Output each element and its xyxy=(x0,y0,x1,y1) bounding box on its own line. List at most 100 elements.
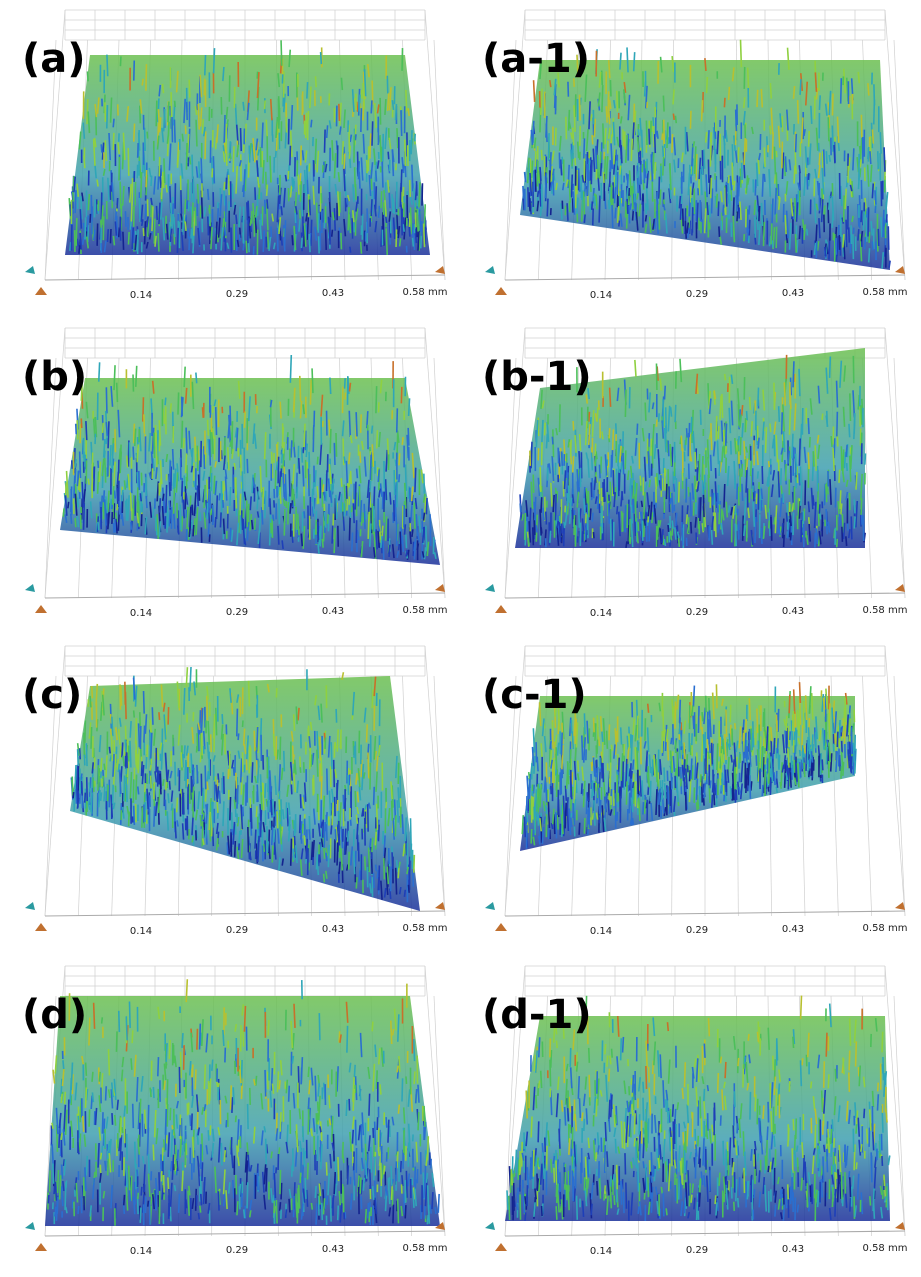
spike xyxy=(589,412,590,422)
spike xyxy=(184,688,185,715)
spike xyxy=(321,52,322,64)
spike xyxy=(211,509,212,516)
spike xyxy=(302,448,303,463)
spike xyxy=(555,494,556,520)
spike xyxy=(378,469,379,482)
spike xyxy=(207,696,208,721)
spike xyxy=(602,431,603,439)
spike xyxy=(711,455,712,471)
spike xyxy=(757,90,758,107)
spike xyxy=(594,119,595,138)
spike xyxy=(359,486,360,510)
spike xyxy=(360,500,361,522)
spike xyxy=(145,802,146,822)
spike xyxy=(355,482,356,510)
spike xyxy=(341,78,342,90)
spike xyxy=(136,718,137,744)
spike xyxy=(173,449,174,470)
spike xyxy=(844,452,845,468)
spike xyxy=(229,175,230,195)
spike xyxy=(355,791,356,807)
spike xyxy=(338,172,339,182)
spike xyxy=(832,93,833,115)
spike xyxy=(694,502,695,515)
spike xyxy=(89,797,90,805)
spike xyxy=(93,777,94,791)
spike xyxy=(311,220,312,246)
spike xyxy=(726,185,727,207)
spike xyxy=(214,48,215,73)
spike xyxy=(335,829,336,840)
spike xyxy=(303,465,304,486)
spike xyxy=(154,219,155,244)
spike xyxy=(564,470,565,489)
spike xyxy=(207,771,208,782)
spike xyxy=(299,458,300,474)
spike xyxy=(410,180,411,197)
spike xyxy=(414,503,415,529)
spike xyxy=(213,505,214,522)
spike xyxy=(567,203,568,221)
spike xyxy=(180,505,181,530)
spike xyxy=(296,507,297,530)
spike xyxy=(184,367,185,387)
spike xyxy=(376,386,377,413)
spike xyxy=(843,407,844,427)
spike xyxy=(224,115,225,143)
spike xyxy=(794,165,795,183)
spike xyxy=(327,125,328,138)
spike xyxy=(849,529,850,538)
spike xyxy=(522,514,523,520)
spike xyxy=(132,228,133,249)
spike xyxy=(110,445,111,466)
spike xyxy=(761,489,762,499)
spike xyxy=(266,120,267,137)
spike xyxy=(330,378,331,394)
spike xyxy=(419,182,420,207)
spike xyxy=(868,83,869,95)
spike xyxy=(690,111,691,129)
panel: (c)0.140.290.430.58 mm xyxy=(22,646,447,937)
grid-line xyxy=(434,40,445,280)
spike xyxy=(337,729,338,751)
spike xyxy=(156,467,157,479)
spike xyxy=(721,753,722,765)
spike xyxy=(645,402,646,420)
spike xyxy=(746,467,747,493)
spike xyxy=(220,512,221,527)
spike xyxy=(400,238,401,246)
spike xyxy=(710,140,711,167)
spike xyxy=(350,247,351,253)
spike xyxy=(759,206,760,221)
spike xyxy=(112,182,113,201)
spike xyxy=(712,493,713,506)
spike xyxy=(796,454,797,475)
spike xyxy=(107,105,108,128)
x-tick-label: 0.29 xyxy=(226,607,248,618)
spike xyxy=(781,468,782,485)
spike xyxy=(675,527,676,539)
spike xyxy=(676,513,677,526)
spike xyxy=(97,513,98,522)
spike xyxy=(339,104,340,121)
grid-line xyxy=(894,358,905,598)
spike xyxy=(796,134,797,152)
spike xyxy=(660,190,661,205)
spike xyxy=(774,383,775,410)
spike xyxy=(291,105,292,130)
spike xyxy=(424,513,425,521)
spike xyxy=(318,522,319,540)
spike xyxy=(374,506,375,532)
spike xyxy=(711,178,712,198)
spike xyxy=(244,538,245,545)
spike xyxy=(865,237,866,250)
spike xyxy=(246,241,247,253)
spike xyxy=(673,114,674,120)
spike xyxy=(115,221,116,235)
panel: (b-1)0.140.290.430.58 mm xyxy=(482,328,907,619)
spike xyxy=(871,165,872,182)
spike xyxy=(525,172,526,182)
spike xyxy=(866,214,867,241)
spike xyxy=(132,178,133,206)
spike xyxy=(378,825,379,842)
